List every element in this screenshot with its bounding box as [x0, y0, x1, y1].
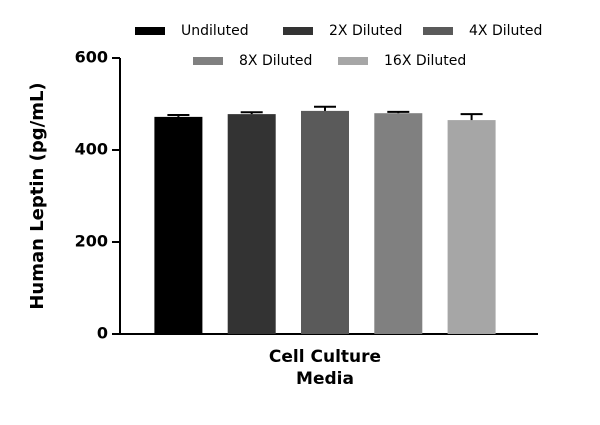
x-tick-label: Cell Culture Media	[268, 347, 382, 389]
y-tick-label: 400	[75, 140, 108, 159]
legend-label: 2X Diluted	[329, 23, 402, 39]
y-tick-label: 0	[97, 324, 108, 343]
legend-swatch	[338, 57, 368, 65]
legend-label: 8X Diluted	[239, 53, 312, 69]
legend-swatch	[135, 27, 165, 35]
legend-swatch	[193, 57, 223, 65]
legend-label: Undiluted	[181, 23, 249, 39]
bar	[227, 114, 276, 335]
legend-swatch	[423, 27, 453, 35]
bar	[447, 120, 496, 334]
bar	[301, 110, 349, 335]
legend-label: 16X Diluted	[384, 53, 466, 69]
y-tick-label: 600	[75, 48, 108, 67]
legend-swatch	[283, 27, 313, 35]
legend-label: 4X Diluted	[469, 23, 542, 39]
bar	[374, 113, 423, 334]
y-tick-label: 200	[75, 232, 108, 251]
bar	[154, 116, 203, 334]
y-axis-label: Human Leptin (pg/mL)	[27, 82, 48, 309]
